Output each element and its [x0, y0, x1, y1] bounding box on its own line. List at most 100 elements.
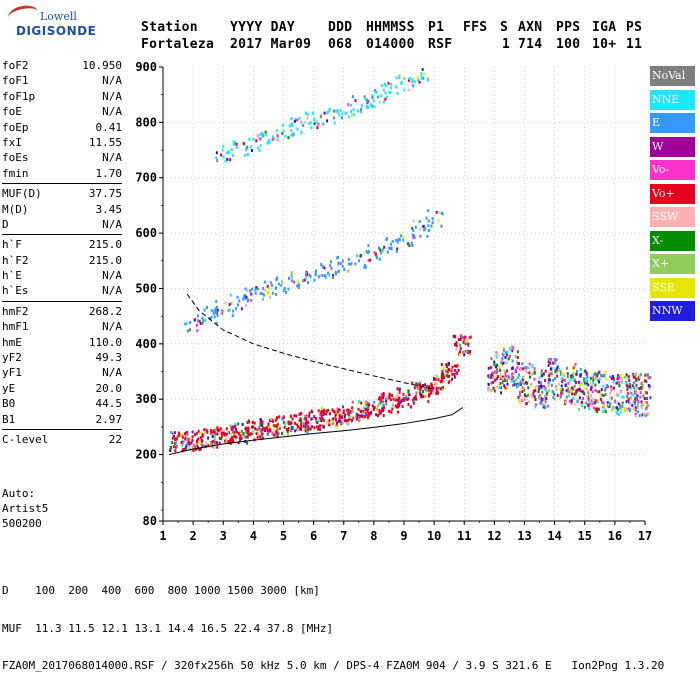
echo-point	[276, 133, 279, 137]
echo-point	[531, 389, 534, 393]
echo-point	[224, 301, 227, 305]
echo-point	[378, 257, 381, 261]
echo-point	[200, 432, 203, 436]
echo-point	[377, 404, 380, 408]
header-label-date: YYYY DAY	[230, 20, 296, 35]
echo-point	[230, 148, 233, 152]
echo-point	[343, 415, 346, 419]
echo-point	[315, 417, 318, 421]
echo-point	[372, 99, 375, 103]
echo-point	[384, 97, 387, 101]
echo-point	[425, 385, 428, 389]
echo-point	[432, 386, 435, 390]
echo-point	[384, 91, 387, 95]
echo-point	[576, 400, 579, 404]
echo-point	[615, 381, 618, 385]
echo-point	[466, 338, 469, 342]
parameter-row: B1 2.97	[2, 412, 122, 427]
echo-point	[191, 438, 194, 442]
echo-point	[361, 104, 364, 108]
echo-point	[536, 384, 539, 388]
echo-point	[270, 417, 273, 421]
echo-point	[551, 389, 554, 393]
parameter-value: 20.0	[95, 381, 123, 395]
echo-point	[625, 400, 628, 404]
echo-point	[357, 109, 360, 113]
echo-point	[411, 381, 414, 385]
echo-point	[643, 412, 646, 416]
echo-point	[420, 395, 423, 399]
echo-point	[433, 381, 436, 385]
echo-point	[490, 357, 493, 361]
echo-point	[252, 425, 255, 429]
echo-point	[546, 404, 549, 408]
echo-point	[616, 408, 619, 412]
echo-point	[338, 408, 341, 412]
echo-point	[455, 341, 458, 345]
echo-point	[549, 361, 552, 365]
echo-point	[616, 376, 619, 380]
echo-point	[604, 370, 607, 374]
echo-point	[327, 110, 330, 114]
echo-point	[244, 293, 247, 297]
echo-point	[174, 431, 177, 435]
echo-point	[263, 293, 266, 297]
echo-point	[209, 442, 212, 446]
echo-point	[573, 392, 576, 396]
echo-point	[628, 378, 631, 382]
echo-point	[367, 413, 370, 417]
echo-point	[186, 433, 189, 437]
echo-point	[325, 421, 328, 425]
echo-point	[412, 401, 415, 405]
echo-point	[235, 142, 238, 146]
echo-point	[523, 382, 526, 386]
echo-point	[563, 374, 566, 378]
echo-point	[469, 335, 472, 339]
echo-point	[512, 346, 515, 350]
echo-point	[184, 446, 187, 450]
parameter-row: MUF(D) 37.75	[2, 186, 122, 201]
echo-point	[169, 448, 172, 452]
echo-point	[262, 286, 265, 290]
echo-point	[275, 431, 278, 435]
echo-point	[521, 362, 524, 366]
echo-point	[363, 416, 366, 420]
echo-point	[341, 405, 344, 409]
echo-point	[420, 76, 423, 80]
echo-point	[642, 402, 645, 406]
echo-point	[447, 362, 450, 366]
echo-point	[395, 238, 398, 242]
echo-point	[287, 287, 290, 291]
echo-point	[240, 429, 243, 433]
echo-point	[511, 345, 514, 349]
echo-point	[264, 133, 267, 137]
echo-point	[407, 390, 410, 394]
echo-point	[378, 401, 381, 405]
echo-point	[271, 283, 274, 287]
echo-point	[216, 445, 219, 449]
echo-point	[342, 409, 345, 413]
echo-point	[422, 384, 425, 388]
echo-point	[412, 84, 415, 88]
parameter-row: B0 44.5	[2, 396, 122, 411]
echo-point	[300, 120, 303, 124]
echo-point	[647, 384, 650, 388]
echo-point	[191, 435, 194, 439]
echo-point	[381, 84, 384, 88]
echo-point	[377, 397, 380, 401]
parameter-row: D N/A	[2, 217, 122, 232]
echo-point	[390, 82, 393, 86]
echo-point	[457, 368, 460, 372]
echo-point	[171, 432, 174, 436]
echo-point	[259, 423, 262, 427]
echo-point	[566, 375, 569, 379]
echo-point	[259, 144, 262, 148]
echo-point	[381, 403, 384, 407]
echo-point	[490, 373, 493, 377]
echo-point	[544, 388, 547, 392]
echo-point	[583, 381, 586, 385]
echo-point	[515, 370, 518, 374]
echo-point	[419, 392, 422, 396]
echo-point	[510, 376, 513, 380]
echo-point	[584, 387, 587, 391]
